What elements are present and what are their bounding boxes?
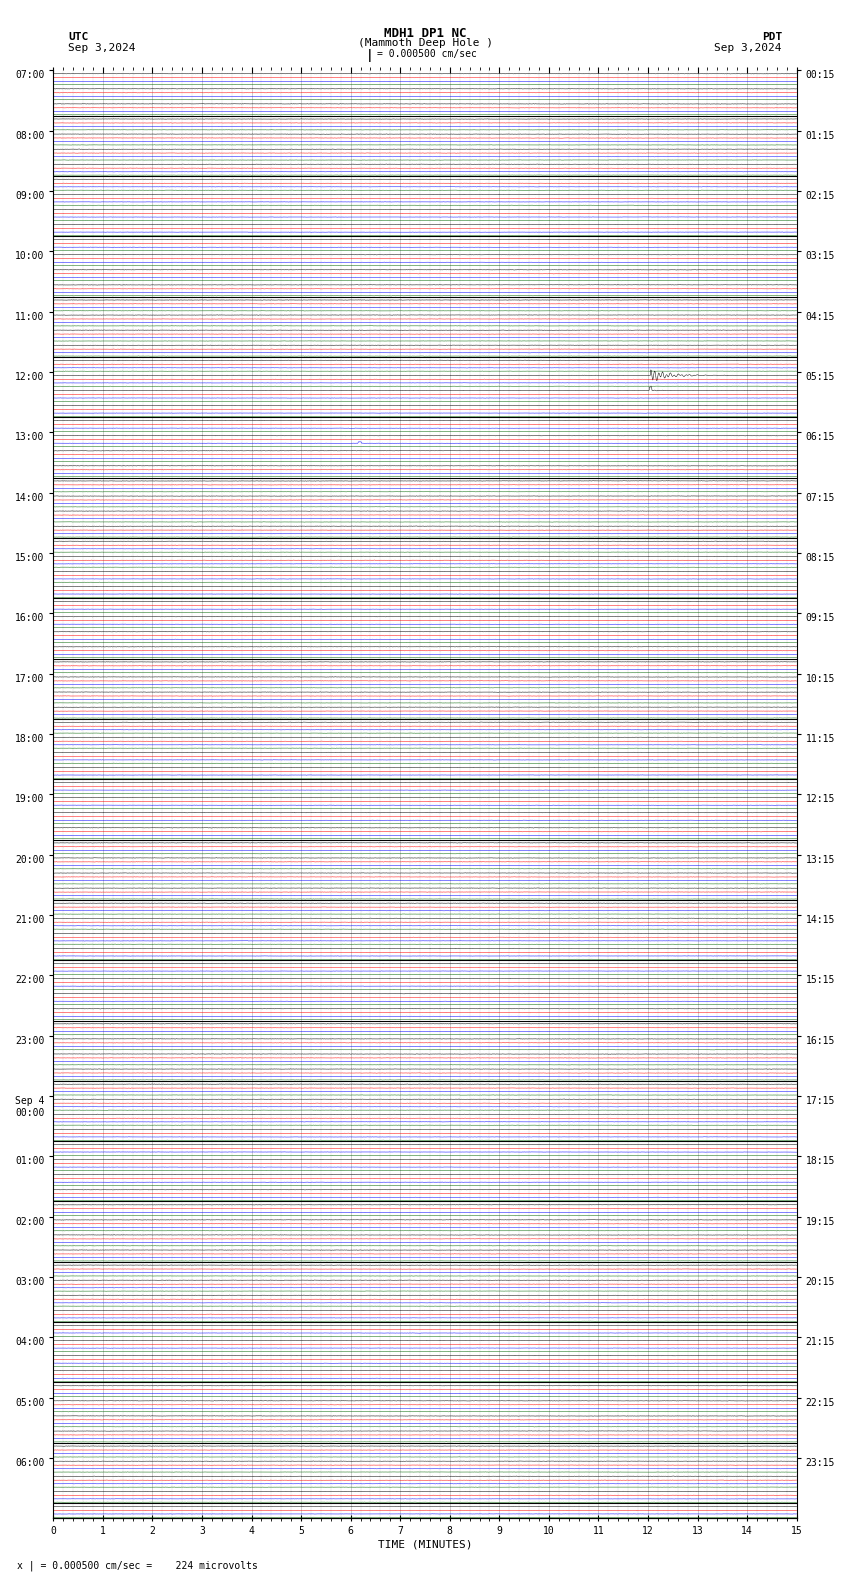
Text: UTC: UTC	[68, 32, 88, 41]
Text: x | = 0.000500 cm/sec =    224 microvolts: x | = 0.000500 cm/sec = 224 microvolts	[17, 1560, 258, 1571]
Text: (Mammoth Deep Hole ): (Mammoth Deep Hole )	[358, 38, 492, 48]
Text: Sep 3,2024: Sep 3,2024	[715, 43, 782, 52]
Text: = 0.000500 cm/sec: = 0.000500 cm/sec	[377, 49, 476, 59]
Text: PDT: PDT	[762, 32, 782, 41]
Text: Sep 3,2024: Sep 3,2024	[68, 43, 135, 52]
Text: |: |	[366, 49, 373, 62]
Text: MDH1 DP1 NC: MDH1 DP1 NC	[383, 27, 467, 40]
X-axis label: TIME (MINUTES): TIME (MINUTES)	[377, 1540, 473, 1551]
